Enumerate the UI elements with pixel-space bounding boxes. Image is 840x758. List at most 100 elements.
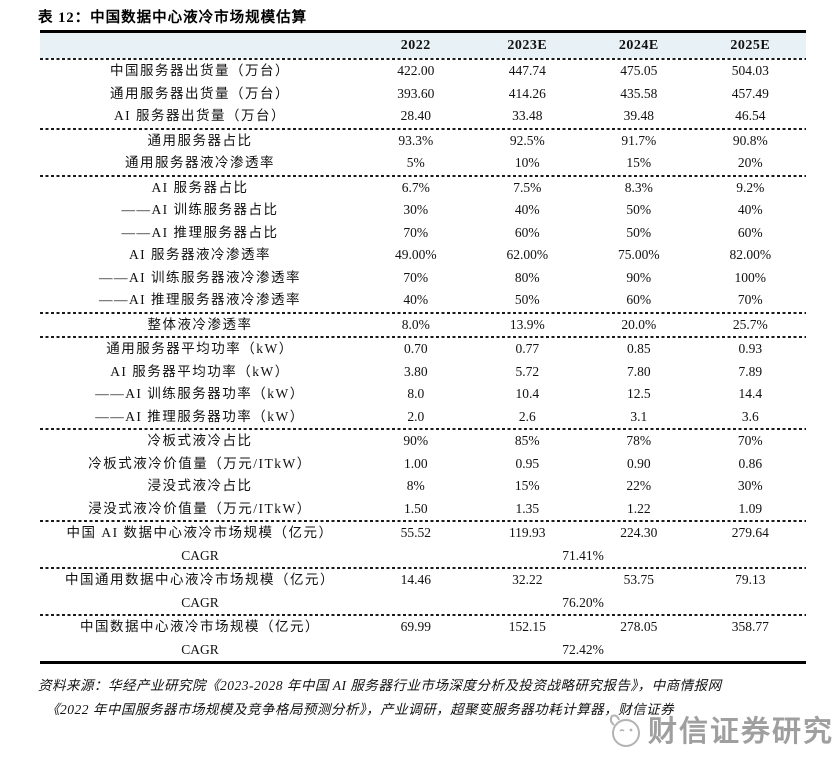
row-label: ——AI 训练服务器液冷渗透率 — [98, 269, 302, 285]
cell-value: 40% — [403, 292, 429, 307]
table-row: AI 服务器平均功率（kW） 3.80 5.72 7.80 7.89 — [40, 361, 806, 384]
cell-value: 15% — [514, 478, 540, 493]
cell-value: 0.93 — [738, 341, 763, 356]
cell-value: 90% — [403, 433, 429, 448]
table-row: 浸没式液冷价值量（万元/ITkW） 1.50 1.35 1.22 1.09 — [40, 498, 806, 521]
row-label: ——AI 推理服务器占比 — [121, 224, 279, 240]
cell-value: 78% — [626, 433, 652, 448]
cell-value: 60% — [626, 292, 652, 307]
cell-value: 20.0% — [621, 316, 657, 332]
dashed-separator — [40, 58, 806, 60]
cell-value: 46.54 — [735, 108, 766, 123]
table-row: ——AI 训练服务器占比 30% 40% 50% 40% — [40, 199, 806, 222]
row-label: 中国数据中心液冷市场规模（亿元） — [80, 619, 320, 634]
cell-value: 15% — [626, 155, 652, 170]
row-label: 冷板式液冷占比 — [147, 433, 253, 448]
table-row: 通用服务器占比 93.3% 92.5% 91.7% 90.8% — [40, 130, 806, 153]
cell-value: 70% — [737, 433, 763, 448]
cell-value: 32.22 — [512, 572, 543, 587]
cell-value: 6.7% — [401, 179, 430, 195]
row-label: AI 服务器出货量（万台） — [113, 108, 287, 123]
row-label: ——AI 推理服务器液冷渗透率 — [98, 292, 302, 307]
cell-value: 91.7% — [621, 132, 657, 148]
row-label: CAGR — [181, 641, 219, 657]
cell-value: 8.0% — [401, 316, 430, 332]
row-label: ——AI 推理服务器功率（kW） — [95, 408, 305, 424]
row-label: 中国服务器出货量（万台） — [110, 63, 290, 78]
cell-value: 447.74 — [508, 63, 546, 78]
cell-value: 278.05 — [620, 619, 658, 634]
table-title: 表 12：中国数据中心液冷市场规模估算 — [38, 10, 308, 26]
cell-value: 504.03 — [731, 63, 769, 78]
cell-value: 435.58 — [620, 85, 658, 101]
cell-value: 69.99 — [400, 619, 431, 634]
cell-value: 25.7% — [732, 316, 768, 332]
cell-value: 152.15 — [508, 619, 546, 634]
cell-value: 92.5% — [509, 132, 545, 148]
row-label: 整体液冷渗透率 — [147, 316, 253, 332]
table-row: 整体液冷渗透率 8.0% 13.9% 20.0% 25.7% — [40, 314, 806, 337]
table-header-row: 2022 2023E 2024E 2025E — [40, 33, 806, 58]
cell-value: 53.75 — [623, 572, 654, 587]
cell-value: 93.3% — [398, 132, 434, 148]
row-label: 通用服务器出货量（万台） — [110, 85, 290, 101]
dashed-separator — [40, 428, 806, 430]
cell-value: 12.5 — [626, 386, 651, 401]
row-label: AI 服务器占比 — [151, 179, 249, 195]
cell-value: 279.64 — [731, 525, 769, 540]
cell-value: 90% — [626, 269, 652, 285]
cell-value: 90.8% — [732, 132, 768, 148]
dashed-separator — [40, 520, 806, 522]
column-header-2023E: 2023E — [507, 38, 548, 53]
dashed-separator — [40, 174, 806, 177]
cell-value: 85% — [514, 433, 540, 448]
cell-value: 0.90 — [626, 455, 651, 471]
cell-value: 40% — [737, 202, 763, 217]
cell-value: 7.80 — [626, 363, 651, 379]
table-row: 通用服务器出货量（万台） 393.60 414.26 435.58 457.49 — [40, 83, 806, 106]
column-header-2025E: 2025E — [730, 38, 771, 53]
cell-value: 7.5% — [513, 179, 542, 195]
row-label: 通用服务器液冷渗透率 — [125, 155, 275, 170]
cell-value: 8% — [406, 478, 425, 493]
cell-value: 0.86 — [738, 455, 763, 471]
table-row: ——AI 推理服务器占比 70% 60% 50% 60% — [40, 222, 806, 245]
source-line-2: 《2022 年中国服务器市场规模及竞争格局预测分析》，产业调研，超聚变服务器功耗… — [46, 702, 675, 717]
cell-value: 0.95 — [515, 455, 540, 471]
column-header-2024E: 2024E — [618, 38, 659, 53]
cell-value: 70% — [403, 224, 429, 240]
row-label: 中国 AI 数据中心液冷市场规模（亿元） — [66, 525, 334, 540]
row-label: ——AI 训练服务器功率（kW） — [95, 386, 305, 401]
cell-value: 1.22 — [626, 500, 651, 516]
row-label: 中国通用数据中心液冷市场规模（亿元） — [65, 572, 335, 587]
cell-value: 14.4 — [738, 386, 763, 401]
cell-value: 2.0 — [407, 408, 425, 424]
cell-value: 358.77 — [731, 619, 769, 634]
cell-value: 75.00% — [617, 247, 660, 262]
dashed-separator — [40, 614, 806, 616]
cell-value: 70% — [403, 269, 429, 285]
cell-value: 28.40 — [400, 108, 431, 123]
cell-value: 414.26 — [508, 85, 546, 101]
table-row: 浸没式液冷占比 8% 15% 22% 30% — [40, 475, 806, 498]
table-row: 通用服务器平均功率（kW） 0.70 0.77 0.85 0.93 — [40, 338, 806, 361]
row-label: CAGR — [181, 594, 219, 610]
table-body: 中国服务器出货量（万台） 422.00 447.74 475.05 504.03 通用服务… — [40, 58, 806, 661]
cell-value: 50% — [626, 224, 652, 240]
table-row: ——AI 训练服务器功率（kW） 8.0 10.4 12.5 14.4 — [40, 383, 806, 406]
table-row: AI 服务器占比 6.7% 7.5% 8.3% 9.2% — [40, 177, 806, 200]
row-label: AI 服务器平均功率（kW） — [110, 363, 290, 379]
dashed-separator — [40, 311, 806, 314]
cell-value: 79.13 — [735, 572, 766, 587]
cell-value: 39.48 — [623, 108, 654, 123]
cell-value: 50% — [514, 292, 540, 307]
cell-value: 62.00% — [506, 247, 549, 262]
table-row: ——AI 推理服务器液冷渗透率 40% 50% 60% 70% — [40, 289, 806, 312]
cell-value: 49.00% — [394, 247, 437, 262]
cell-value: 1.50 — [403, 500, 428, 516]
cell-value: 5% — [406, 155, 425, 170]
cell-value: 0.77 — [515, 341, 540, 356]
row-label: 通用服务器平均功率（kW） — [106, 341, 294, 356]
row-label: ——AI 训练服务器占比 — [121, 202, 279, 217]
